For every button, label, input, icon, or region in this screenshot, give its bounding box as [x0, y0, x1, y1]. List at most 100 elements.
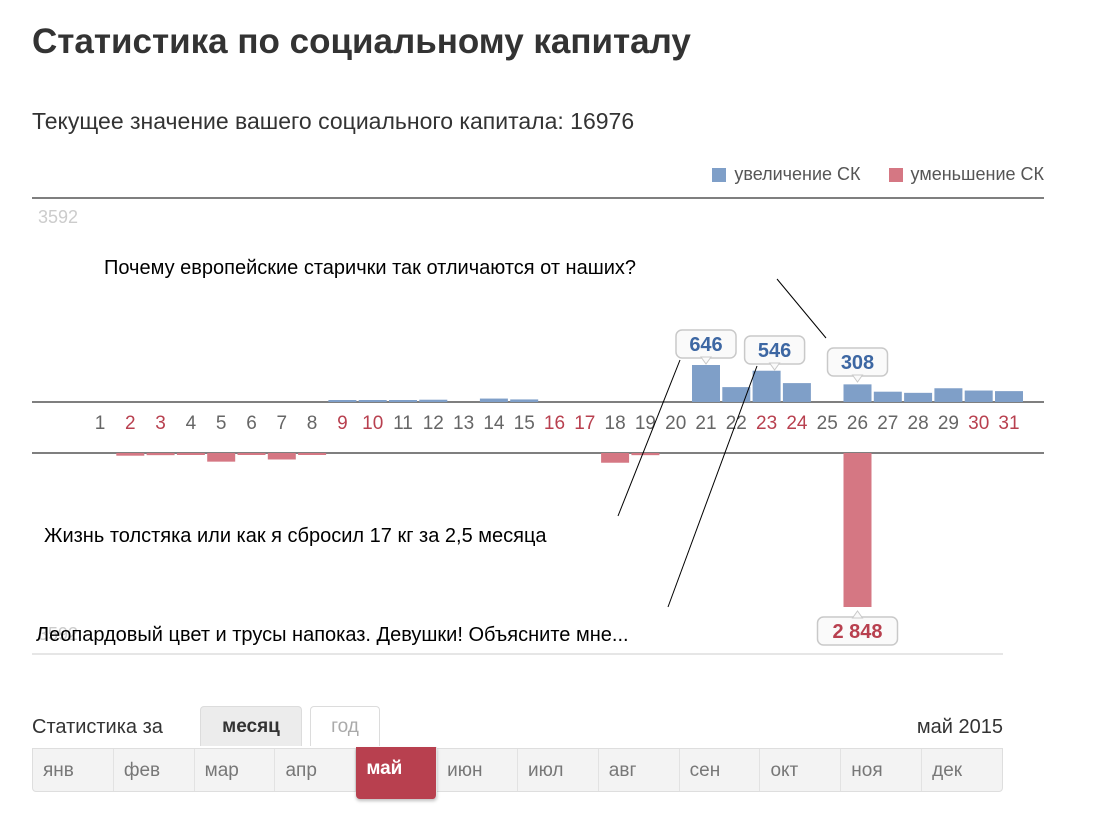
value-label-pointer: [700, 356, 712, 365]
day-tick-label: 25: [817, 413, 838, 434]
day-tick-label: 22: [726, 413, 747, 434]
day-tick-label: 3: [155, 413, 166, 434]
day-tick-label: 17: [574, 413, 595, 434]
bar-increase: [995, 391, 1023, 402]
annotation-leader-line: [617, 359, 681, 517]
legend-decrease: уменьшение СК: [888, 164, 1044, 185]
period-label: Статистика за: [32, 716, 163, 738]
day-tick-label: 7: [277, 413, 288, 434]
annotation-leader-line: [667, 365, 758, 608]
month-tab-мар[interactable]: мар: [195, 749, 276, 791]
month-tab-дек[interactable]: дек: [932, 760, 963, 781]
chart-legend: увеличение СК уменьшение СК: [712, 164, 1044, 185]
day-tick-label: 15: [514, 413, 535, 434]
day-tick-label: 11: [393, 413, 413, 434]
bar-increase: [358, 400, 387, 402]
day-tick-label: 8: [307, 413, 318, 434]
day-tick-label: 9: [337, 413, 348, 434]
y-min-label: 3592: [38, 624, 78, 644]
legend-increase-label: увеличение СК: [734, 164, 861, 184]
legend-decrease-label: уменьшение СК: [910, 164, 1044, 184]
bar-increase: [752, 370, 781, 402]
value-label-21: 646: [689, 334, 722, 356]
bar-increase: [328, 400, 357, 402]
period-selector: Статистика за месяц год май 2015: [32, 706, 1003, 746]
month-tab-сен[interactable]: сен: [680, 749, 761, 791]
day-tick-label: 16: [544, 413, 565, 434]
bar-decrease: [267, 453, 296, 460]
day-tick-label: 20: [665, 413, 686, 434]
month-tab-фев[interactable]: фев: [114, 749, 195, 791]
day-tick-label: 2: [125, 413, 136, 434]
day-tick-label: 4: [186, 413, 197, 434]
day-tick-label: 30: [968, 413, 989, 434]
bar-decrease: [601, 453, 630, 463]
bar-increase: [964, 390, 993, 402]
bar-increase: [782, 383, 811, 402]
annotation-leader-line: [776, 278, 827, 339]
day-tick-label: 6: [246, 413, 257, 434]
month-selector: янв фев мар апр май июн июл авг сен окт ноя дек: [32, 747, 1003, 799]
y-max-label: 3592: [38, 207, 78, 227]
bar-decrease: [843, 453, 872, 607]
bar-increase: [389, 400, 417, 402]
bar-increase: [419, 399, 448, 402]
day-tick-label: 14: [483, 413, 505, 434]
value-label-26: 2 848: [832, 621, 882, 643]
bar-decrease: [237, 453, 266, 455]
bar-increase: [479, 398, 508, 402]
page-title: Статистика по социальному капиталу: [32, 22, 691, 61]
bar-decrease: [176, 453, 205, 455]
day-tick-label: 31: [998, 413, 1019, 434]
month-tab-янв[interactable]: янв: [33, 749, 114, 791]
current-period: май 2015: [916, 716, 1003, 738]
month-tab-июл[interactable]: июл: [518, 749, 599, 791]
day-tick-label: 13: [453, 413, 474, 434]
month-tab-ноя[interactable]: ноя: [841, 749, 923, 791]
bar-decrease: [116, 453, 145, 456]
tab-month[interactable]: месяц: [200, 706, 302, 746]
bar-increase: [510, 399, 539, 402]
bar-increase: [904, 392, 933, 402]
month-tab-июн[interactable]: июн: [437, 749, 518, 791]
value-label-23: 546: [758, 340, 791, 362]
bar-increase: [692, 365, 720, 402]
bar-decrease: [207, 453, 236, 462]
legend-increase-swatch: [712, 167, 727, 182]
bar-increase: [873, 391, 902, 402]
day-tick-label: 18: [605, 413, 626, 434]
day-tick-label: 12: [423, 413, 444, 434]
day-tick-label: 26: [847, 413, 868, 434]
day-tick-label: 21: [695, 413, 716, 434]
month-tab-май[interactable]: май: [356, 747, 438, 799]
tab-year[interactable]: год: [310, 706, 380, 746]
annotation-text: Леопардовый цвет и трусы напоказ. Девушк…: [36, 624, 629, 646]
bar-decrease: [298, 453, 327, 455]
day-tick-label: 23: [756, 413, 777, 434]
bar-increase: [934, 388, 963, 402]
bar-decrease: [631, 453, 660, 456]
value-label-pointer: [851, 610, 864, 619]
value-label-26: 308: [841, 352, 874, 374]
legend-increase: увеличение СК: [712, 164, 861, 185]
value-label-pointer: [768, 362, 781, 371]
bar-increase: [843, 384, 872, 402]
month-tab-апр[interactable]: апр: [275, 749, 357, 791]
bar-decrease: [146, 453, 175, 456]
day-tick-label: 19: [635, 413, 656, 434]
current-capital-value: Текущее значение вашего социального капи…: [32, 108, 635, 134]
month-tab-авг[interactable]: авг: [599, 749, 680, 791]
bar-increase: [722, 387, 751, 402]
day-tick-label: 5: [216, 413, 227, 434]
day-tick-label: 10: [362, 413, 383, 434]
value-label-pointer: [851, 374, 864, 383]
legend-decrease-swatch: [888, 167, 903, 182]
month-tab-окт[interactable]: окт: [760, 749, 842, 791]
day-tick-label: 24: [786, 413, 808, 434]
annotation-text: Жизнь толстяка или как я сбросил 17 кг з…: [44, 525, 547, 547]
day-tick-label: 28: [908, 413, 929, 434]
day-tick-label: 29: [938, 413, 959, 434]
day-tick-label: 27: [877, 413, 898, 434]
annotation-text: Почему европейские старички так отличают…: [104, 257, 636, 279]
